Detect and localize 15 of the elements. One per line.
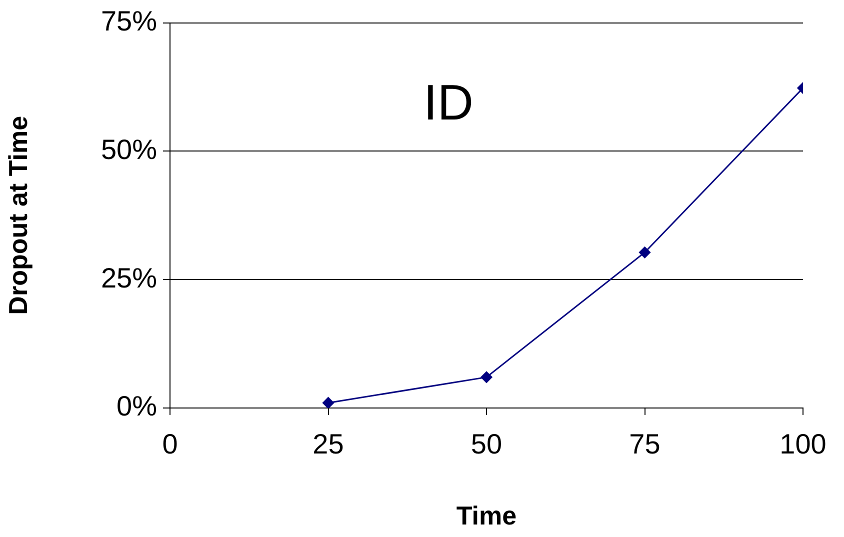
point [322, 397, 334, 408]
x-tick-label: 100 [780, 428, 826, 460]
x-tick-label: 75 [629, 428, 660, 460]
x-tick-label: 25 [312, 428, 344, 460]
y-tick-label: 25% [100, 262, 157, 294]
point [480, 371, 492, 383]
x-axis-title: Time [456, 500, 517, 531]
y-tick-label: 50% [100, 134, 157, 165]
y-tick-label: 0% [116, 390, 157, 422]
y-axis-title: Dropout at Time [2, 116, 33, 315]
x-tick-label: 0 [162, 428, 178, 460]
y-tick-label: 75% [100, 6, 157, 37]
point [639, 246, 650, 258]
x-tick-label: 50 [470, 428, 502, 460]
text: ID [424, 74, 474, 131]
